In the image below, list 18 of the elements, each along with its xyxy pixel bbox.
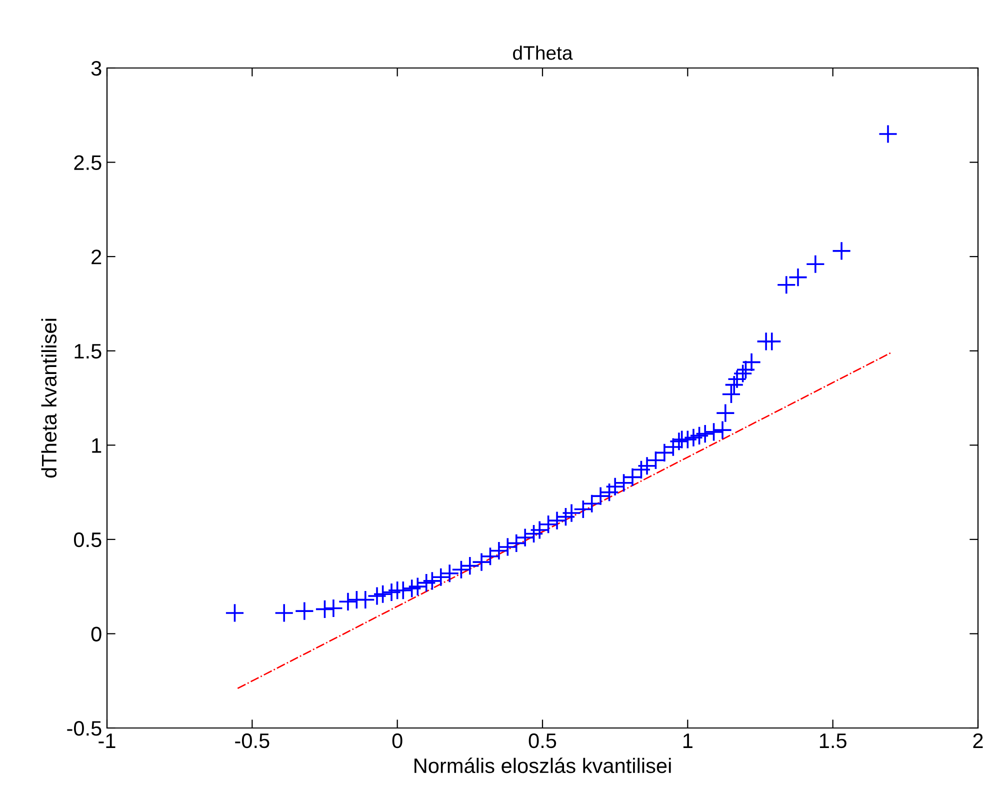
y-tick-label: -0.5: [67, 721, 102, 736]
y-tick-label: 0: [91, 626, 102, 642]
y-tick-label: 2.5: [74, 155, 102, 170]
x-tick-label: 2: [973, 733, 983, 748]
y-tick-label: 1.5: [74, 344, 102, 359]
x-tick-label: -1: [98, 734, 116, 748]
chart-title: dTheta: [513, 46, 573, 60]
x-axis-title: Normális eloszlás kvantilisei: [414, 758, 671, 774]
y-tick-label: 2: [92, 250, 102, 264]
y-tick-label: 3: [91, 61, 102, 76]
x-tick-label: -0.5: [235, 733, 270, 748]
x-tick-label: 0: [392, 733, 402, 748]
y-tick-label: 1: [92, 438, 102, 453]
x-tick-label: 0.5: [528, 733, 556, 748]
y-axis-title: dTheta kvantilisei: [41, 318, 57, 478]
x-tick-label: 1.5: [820, 734, 846, 748]
y-tick-label: 0.5: [74, 532, 102, 548]
x-tick-label: 1: [683, 734, 692, 748]
